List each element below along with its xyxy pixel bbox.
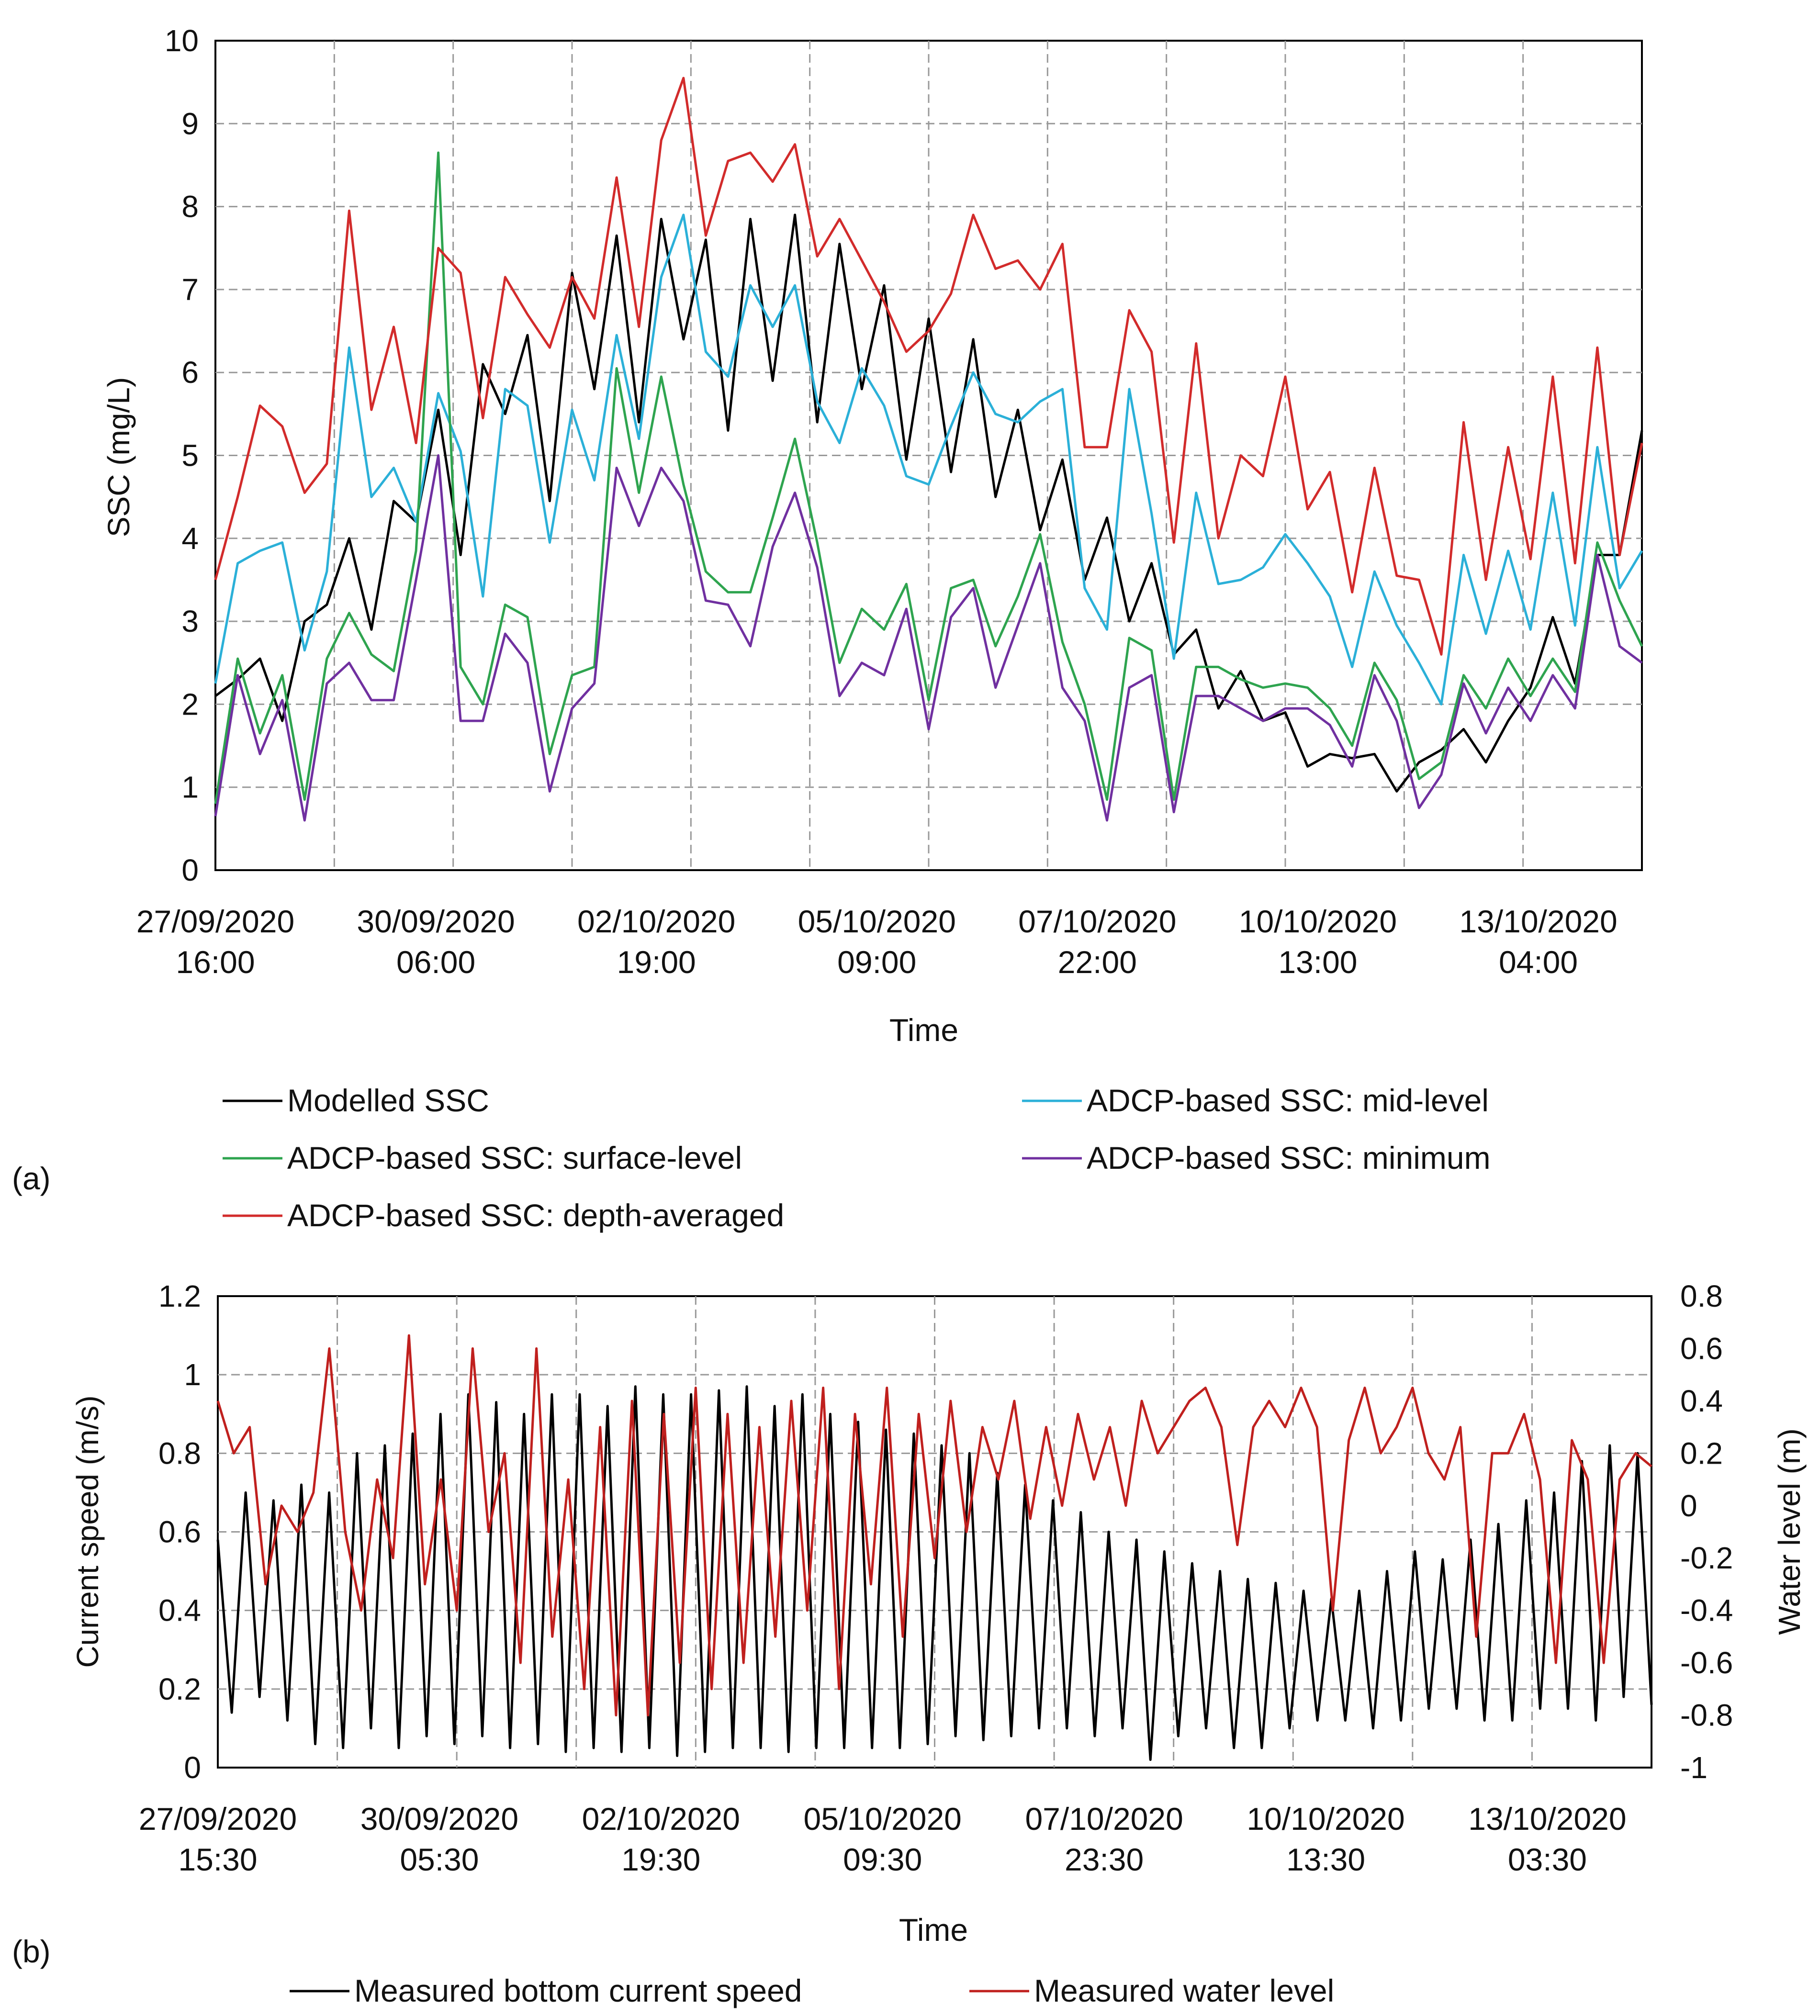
panel-a-y-axis-label: SSC (mg/L) [101,377,136,537]
y-tick-label: 0.8 [158,1436,201,1470]
panel-b-x-tick-labels: 27/09/2020 15:30 30/09/2020 05:30 02/10/2020… [139,1801,1627,1877]
x-tick-label: 30/09/2020 [357,904,515,939]
x-tick-label: 22:00 [1058,944,1137,980]
series-line-measured-bottom-current-speed [216,1385,1653,1761]
x-tick-label: 09:00 [837,944,916,980]
x-tick-label: 05:30 [400,1842,479,1877]
panel-a-x-tick-labels: 27/09/2020 16:00 30/09/2020 06:00 02/10/2020… [136,904,1618,980]
legend-item-current-speed: Measured bottom current speed [290,1973,802,2008]
x-tick-label: 27/09/2020 [139,1801,297,1837]
panel-b-right-y-tick-labels: -1 -0.8 -0.6 -0.4 -0.2 0 0.2 0.4 0.6 0.8 [1680,1279,1733,1785]
y-tick-label: 0.2 [1680,1436,1723,1470]
y-tick-label: -0.2 [1680,1541,1733,1575]
y-tick-label: 5 [181,438,199,473]
x-tick-label: 13/10/2020 [1459,904,1617,939]
legend-label: Modelled SSC [287,1083,489,1118]
x-tick-label: 19:30 [621,1842,700,1877]
x-tick-label: 07/10/2020 [1025,1801,1183,1837]
series-line-adcp-based-ssc-minimum [214,454,1643,822]
x-tick-label: 05/10/2020 [798,904,956,939]
y-tick-label: 0 [1680,1489,1697,1523]
panel-a: 0 1 2 3 4 5 6 7 8 9 10 27/09/2020 16:00 30/09/2020 06… [12,23,1643,1233]
y-tick-label: 0.2 [158,1672,201,1706]
y-tick-label: 6 [181,355,199,390]
y-tick-label: 7 [181,272,199,307]
y-tick-label: 8 [181,190,199,224]
panel-a-legend: Modelled SSC ADCP-based SSC: surface-lev… [223,1083,1491,1233]
x-tick-label: 13/10/2020 [1468,1801,1626,1837]
y-tick-label: 1.2 [158,1279,201,1313]
y-tick-label: 1 [184,1357,201,1392]
legend-label: ADCP-based SSC: minimum [1087,1140,1491,1176]
legend-label: ADCP-based SSC: depth-averaged [287,1198,784,1233]
y-tick-label: 2 [181,687,199,721]
x-tick-label: 23:30 [1065,1842,1144,1877]
y-tick-label: 9 [181,106,199,141]
y-tick-label: 0 [181,853,199,887]
x-tick-label: 16:00 [176,944,255,980]
legend-item-modelled-ssc: Modelled SSC [223,1083,489,1118]
y-tick-label: 0.6 [158,1515,201,1549]
panel-a-y-tick-labels: 0 1 2 3 4 5 6 7 8 9 10 [165,23,199,887]
legend-item-minimum: ADCP-based SSC: minimum [1022,1140,1491,1176]
legend-item-mid-level: ADCP-based SSC: mid-level [1022,1083,1489,1118]
series-line-adcp-based-ssc-surface-level [214,151,1643,804]
panel-a-label: (a) [12,1161,51,1196]
x-tick-label: 13:30 [1286,1842,1365,1877]
y-tick-label: 1 [181,770,199,805]
panel-b-left-y-tick-labels: 0 0.2 0.4 0.6 0.8 1 1.2 [158,1279,201,1785]
x-tick-label: 05/10/2020 [804,1801,962,1837]
y-tick-label: 0.8 [1680,1279,1723,1313]
y-tick-label: 10 [165,23,199,58]
legend-label: Measured bottom current speed [354,1973,802,2008]
x-tick-label: 13:00 [1278,944,1357,980]
panel-a-gridlines [215,41,1642,870]
x-tick-label: 02/10/2020 [577,904,735,939]
legend-label: Measured water level [1034,1973,1334,2008]
x-tick-label: 15:30 [178,1842,257,1877]
series-line-adcp-based-ssc-depth-averaged [214,77,1643,656]
panel-b-left-y-axis-label: Current speed (m/s) [70,1395,105,1668]
y-tick-label: 3 [181,604,199,638]
panel-a-series [214,77,1643,822]
y-tick-label: 0.4 [1680,1384,1723,1418]
series-line-measured-water-level [216,1334,1652,1717]
x-tick-label: 07/10/2020 [1018,904,1176,939]
panel-b-label: (b) [12,1934,51,1969]
x-tick-label: 06:00 [396,944,475,980]
x-tick-label: 03:30 [1508,1842,1587,1877]
y-tick-label: -0.4 [1680,1593,1733,1628]
panel-b: 0 0.2 0.4 0.6 0.8 1 1.2 -1 -0.8 -0.6 -0.4 -0.2 0 0.2… [12,1279,1807,2008]
panel-b-legend: Measured bottom current speed Measured w… [290,1973,1334,2008]
x-tick-label: 02/10/2020 [582,1801,740,1837]
panel-a-x-axis-label: Time [889,1012,958,1048]
legend-item-depth-averaged: ADCP-based SSC: depth-averaged [223,1198,784,1233]
x-tick-label: 27/09/2020 [136,904,294,939]
y-tick-label: 4 [181,521,199,556]
x-tick-label: 04:00 [1499,944,1578,980]
y-tick-label: 0.6 [1680,1331,1723,1366]
x-tick-label: 09:30 [843,1842,922,1877]
legend-item-water-level: Measured water level [969,1973,1334,2008]
panel-b-right-y-axis-label: Water level (m) [1772,1428,1807,1635]
panel-b-series [216,1334,1653,1761]
legend-item-surface-level: ADCP-based SSC: surface-level [223,1140,742,1176]
y-tick-label: 0 [184,1750,201,1785]
y-tick-label: 0.4 [158,1593,201,1628]
panel-b-x-axis-label: Time [899,1912,968,1948]
legend-label: ADCP-based SSC: surface-level [287,1140,742,1176]
y-tick-label: -0.8 [1680,1698,1733,1733]
x-tick-label: 10/10/2020 [1239,904,1397,939]
x-tick-label: 30/09/2020 [360,1801,518,1837]
x-tick-label: 19:00 [617,944,696,980]
legend-label: ADCP-based SSC: mid-level [1087,1083,1489,1118]
y-tick-label: -0.6 [1680,1646,1733,1680]
series-line-adcp-based-ssc-mid-level [214,213,1643,706]
y-tick-label: -1 [1680,1750,1708,1785]
x-tick-label: 10/10/2020 [1247,1801,1404,1837]
